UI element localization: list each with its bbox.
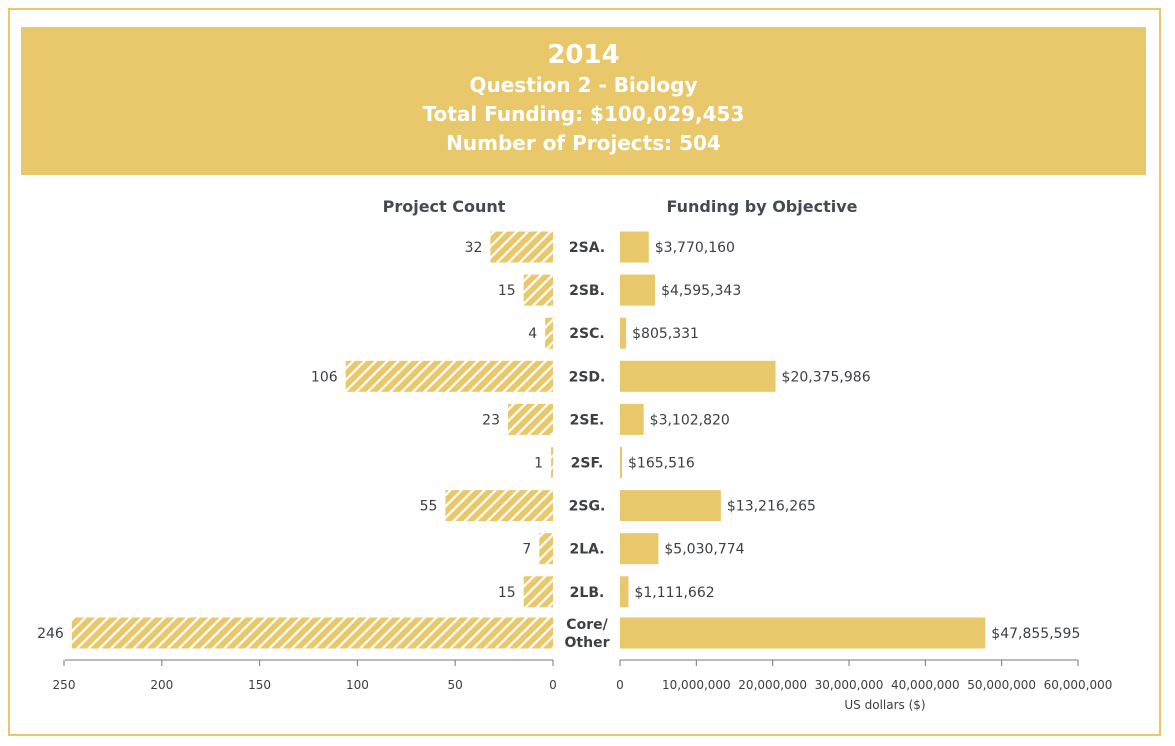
project-count-tick-label: 100: [346, 678, 369, 692]
funding-tick-label: 30,000,000: [815, 678, 884, 692]
project-count-label: 32: [465, 240, 483, 256]
funding-axis: 0 10,000,000 20,000,000 30,000,000 40,000,00…: [616, 659, 1113, 692]
project-count-bar: [523, 274, 553, 306]
funding-bar: [620, 403, 644, 435]
project-count-bar: [539, 533, 553, 565]
funding-label: $3,102,820: [650, 412, 730, 428]
funding-bar: [620, 490, 721, 522]
funding-label: $47,855,595: [991, 626, 1080, 642]
chart-question: Question 2 - Biology: [469, 73, 698, 97]
project-count-label: 1: [534, 456, 543, 472]
category-label: 2LB.: [570, 585, 605, 601]
funding-tick-label: 40,000,000: [891, 678, 960, 692]
funding-bar: [620, 274, 656, 306]
chart-number-of-projects: Number of Projects: 504: [446, 131, 721, 155]
project-count-label: 4: [528, 326, 537, 342]
category-label: Core/Other: [565, 617, 610, 651]
project-count-title: Project Count: [383, 197, 506, 216]
category-label: 2SG.: [569, 499, 606, 515]
funding-tick-label: 60,000,000: [1044, 678, 1113, 692]
category-label: 2SF.: [571, 456, 604, 472]
funding-tick-label: 10,000,000: [662, 678, 731, 692]
category-label: 2SA.: [569, 240, 605, 256]
category-label: 2LA.: [569, 542, 604, 558]
project-count-axis: 250 200 150 100 50 0: [53, 659, 557, 692]
project-count-bars: 32 15 4 106 23 1 55 7 15 246: [37, 231, 553, 649]
funding-label: $165,516: [628, 456, 695, 472]
funding-bar: [620, 576, 629, 608]
funding-label: $3,770,160: [655, 240, 735, 256]
project-count-label: 106: [311, 369, 338, 385]
funding-label: $4,595,343: [661, 283, 741, 299]
category-label: 2SB.: [569, 283, 605, 299]
funding-tick-label: 20,000,000: [738, 678, 807, 692]
project-count-bar: [551, 447, 553, 478]
project-count-bar: [545, 317, 553, 349]
funding-label: $805,331: [632, 326, 699, 342]
project-count-bar: [508, 403, 553, 435]
funding-bars: $3,770,160 $4,595,343 $805,331 $20,375,986 $…: [620, 231, 1080, 649]
funding-bar: [620, 231, 649, 263]
funding-label: $20,375,986: [782, 369, 871, 385]
funding-bar: [620, 617, 986, 649]
funding-bar: [620, 317, 627, 349]
funding-title: Funding by Objective: [666, 197, 857, 216]
category-label: 2SE.: [570, 412, 605, 428]
project-count-tick-label: 150: [248, 678, 271, 692]
funding-bar: [620, 360, 776, 392]
project-count-label: 15: [498, 585, 516, 601]
category-labels: 2SA. 2SB. 2SC. 2SD. 2SE. 2SF. 2SG. 2LA. 2LB. Core…: [565, 240, 610, 651]
project-count-tick-label: 250: [53, 678, 76, 692]
project-count-label: 15: [498, 283, 516, 299]
funding-label: $5,030,774: [664, 542, 744, 558]
project-count-label: 7: [522, 542, 531, 558]
header-banner: 2014 Question 2 - Biology Total Funding:…: [21, 27, 1146, 175]
project-count-label: 246: [37, 626, 64, 642]
funding-bar: [620, 447, 622, 478]
project-count-bar: [490, 231, 553, 263]
project-count-tick-label: 0: [549, 678, 557, 692]
funding-tick-label: 0: [616, 678, 624, 692]
category-label: 2SD.: [569, 369, 606, 385]
chart-total-funding: Total Funding: $100,029,453: [422, 102, 745, 126]
figure-frame: [8, 8, 1161, 736]
category-label: 2SC.: [569, 326, 604, 342]
project-count-bar: [523, 576, 553, 608]
funding-tick-label: 50,000,000: [967, 678, 1036, 692]
project-count-bar: [445, 490, 553, 522]
funding-label: $13,216,265: [727, 499, 816, 515]
project-count-label: 55: [420, 499, 438, 515]
project-count-bar: [345, 360, 553, 392]
funding-label: $1,111,662: [634, 585, 714, 601]
project-count-bar: [71, 617, 553, 649]
project-count-label: 23: [482, 412, 500, 428]
funding-axis-title: US dollars ($): [844, 698, 925, 712]
project-count-tick-label: 200: [150, 678, 173, 692]
project-count-tick-label: 50: [448, 678, 463, 692]
funding-bar: [620, 533, 659, 565]
chart-year: 2014: [547, 40, 620, 70]
